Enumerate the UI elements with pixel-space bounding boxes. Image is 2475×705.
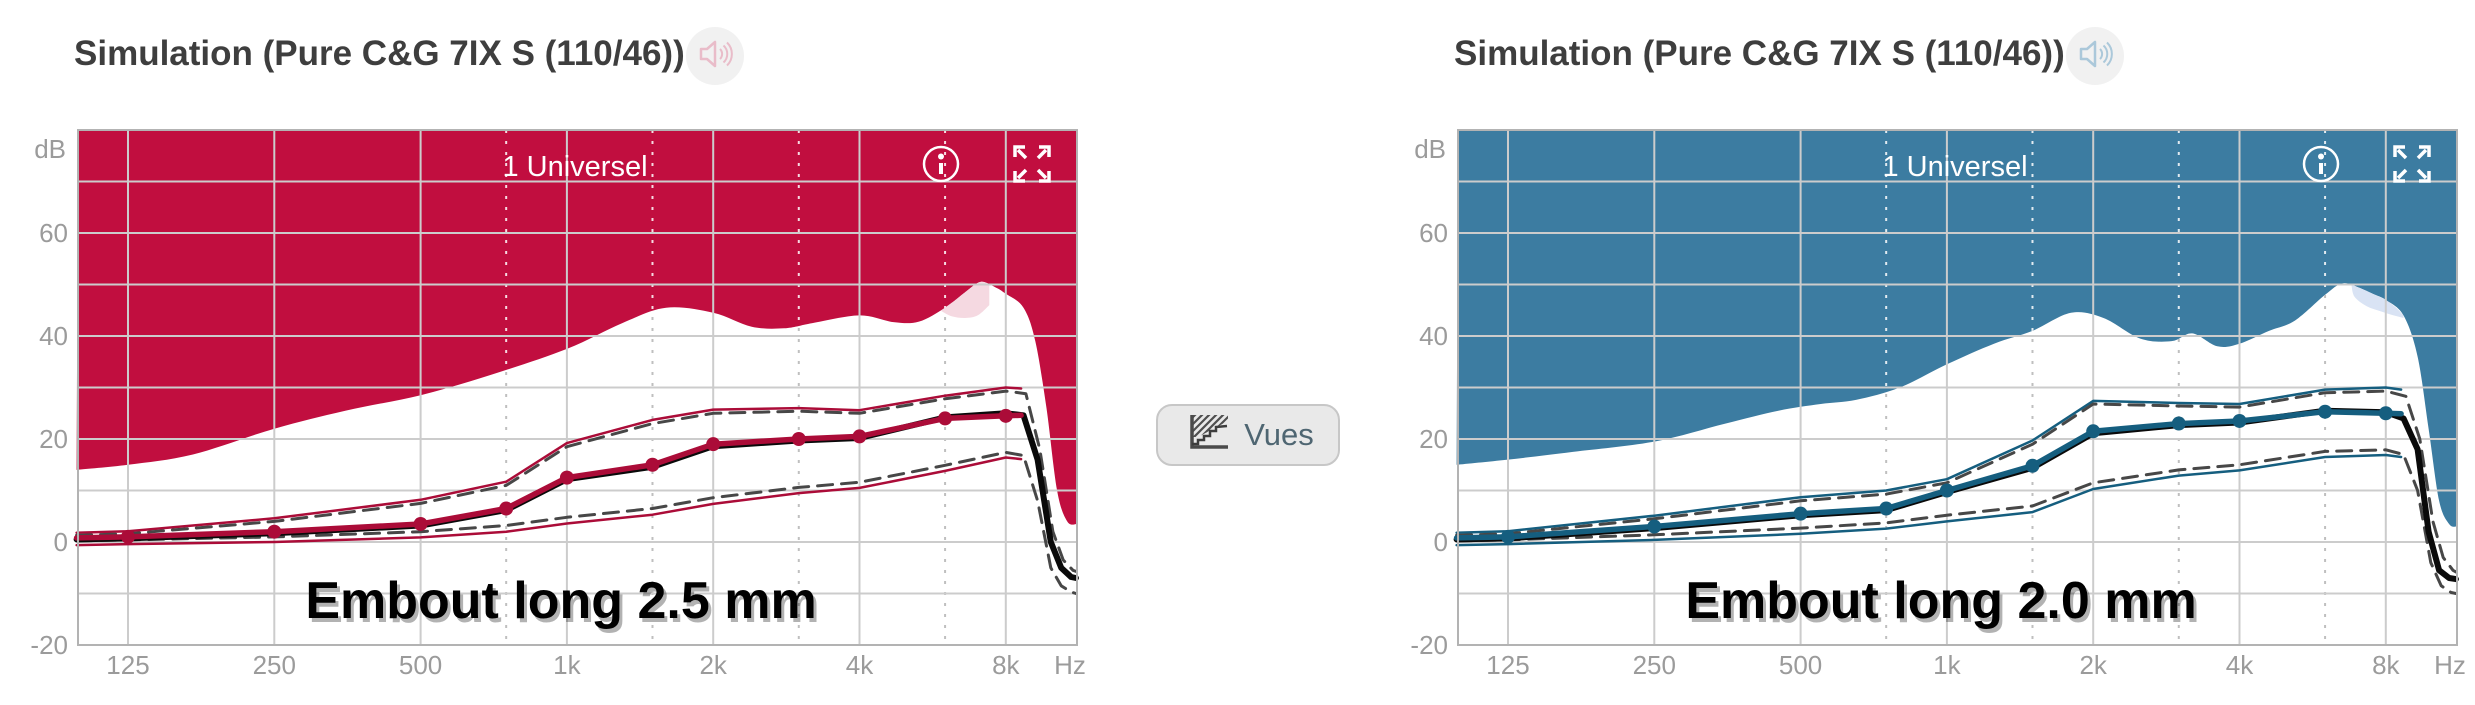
speaker-icon bbox=[2074, 33, 2116, 80]
y-tick-label: 20 bbox=[1419, 424, 1448, 454]
x-tick-label: 8k bbox=[992, 650, 1020, 680]
x-tick-label: 1k bbox=[553, 650, 581, 680]
speaker-icon bbox=[694, 33, 736, 80]
curve-lower-target-dashed bbox=[1455, 448, 2458, 595]
y-tick-label: 40 bbox=[39, 321, 68, 351]
x-tick-label: 125 bbox=[106, 650, 149, 680]
x-tick-label: 500 bbox=[399, 650, 442, 680]
curve-lower-envelope bbox=[75, 456, 1023, 547]
curve-upper-envelope bbox=[75, 386, 1023, 534]
gain-handle-marker[interactable] bbox=[1939, 483, 1954, 498]
simulation-panel-right: Simulation (Pure C&G 7IX S (110/46)) dB 6… bbox=[1380, 0, 2475, 705]
plot-border bbox=[77, 129, 1078, 646]
x-axis-unit-label: Hz bbox=[1054, 650, 1086, 680]
curve-lower-target-dashed bbox=[75, 450, 1078, 595]
gain-chart-left: dB 60 40 20 0 -20 125 250 500 1k 2k 4k 8k Hz 1 Univers… bbox=[30, 129, 1086, 680]
curve-lower-envelope bbox=[1455, 453, 2403, 547]
pale-overlap-patch bbox=[2351, 284, 2404, 318]
play-sound-button[interactable] bbox=[686, 27, 744, 85]
gain-handle-marker[interactable] bbox=[2171, 416, 2186, 431]
views-button[interactable]: Vues bbox=[1156, 404, 1340, 466]
gain-handle-marker[interactable] bbox=[413, 516, 428, 531]
y-tick-label: 60 bbox=[39, 218, 68, 248]
page-title: Simulation (Pure C&G 7IX S (110/46)) bbox=[74, 34, 685, 73]
y-tick-label: -20 bbox=[30, 630, 68, 660]
gain-handle-marker[interactable] bbox=[1501, 529, 1515, 544]
x-tick-label: 2k bbox=[2079, 650, 2107, 680]
gain-handle-marker[interactable] bbox=[1879, 501, 1894, 516]
gain-handle-marker[interactable] bbox=[938, 411, 953, 426]
gain-handle-marker[interactable] bbox=[852, 429, 867, 444]
plot-border bbox=[1457, 129, 2458, 646]
x-tick-label: 8k bbox=[2372, 650, 2400, 680]
gain-handle-marker[interactable] bbox=[2086, 424, 2101, 439]
gain-handle-marker[interactable] bbox=[2025, 458, 2040, 473]
y-axis-unit-label: dB bbox=[1414, 134, 1446, 164]
gain-handle-marker[interactable] bbox=[1793, 506, 1808, 521]
x-axis-unit-label: Hz bbox=[2434, 650, 2466, 680]
curve-upper-target-dashed bbox=[75, 389, 1078, 573]
output-area bbox=[1456, 130, 2457, 527]
x-tick-label: 2k bbox=[699, 650, 727, 680]
gain-handle-marker[interactable] bbox=[559, 470, 574, 485]
gain-handle-marker[interactable] bbox=[998, 408, 1013, 423]
views-button-label: Vues bbox=[1244, 417, 1314, 452]
gain-handle-marker[interactable] bbox=[2318, 404, 2333, 419]
simulation-view-icon bbox=[1182, 413, 1230, 458]
y-tick-label: 60 bbox=[1419, 218, 1448, 248]
y-tick-label: 0 bbox=[54, 527, 68, 557]
curve-upper-target-dashed bbox=[1455, 389, 2458, 574]
x-tick-label: 500 bbox=[1779, 650, 1822, 680]
curve-upper-envelope bbox=[1455, 386, 2403, 534]
gain-handle-marker[interactable] bbox=[121, 529, 135, 544]
y-tick-label: 0 bbox=[1434, 527, 1448, 557]
info-icon[interactable] bbox=[2302, 145, 2340, 183]
x-tick-label: 1k bbox=[1933, 650, 1961, 680]
svg-text:Embout long 2.0 mm: Embout long 2.0 mm bbox=[1688, 576, 2199, 634]
simulation-panel-left: Simulation (Pure C&G 7IX S (110/46)) dB 6… bbox=[0, 0, 1100, 705]
output-area bbox=[76, 130, 1078, 525]
expand-icon[interactable] bbox=[1013, 145, 1051, 183]
x-tick-label: 4k bbox=[2226, 650, 2254, 680]
gain-handle-marker[interactable] bbox=[706, 437, 721, 452]
gain-handle-marker[interactable] bbox=[645, 457, 660, 472]
expand-icon[interactable] bbox=[2393, 145, 2431, 183]
y-tick-label: 20 bbox=[39, 424, 68, 454]
annotation-label: Embout long 2.5 mm bbox=[305, 572, 816, 630]
x-tick-label: 4k bbox=[846, 650, 874, 680]
gain-handle-marker[interactable] bbox=[1647, 519, 1662, 534]
y-axis-unit-label: dB bbox=[34, 134, 66, 164]
y-tick-label: 40 bbox=[1419, 321, 1448, 351]
svg-text:Embout long 2.5 mm: Embout long 2.5 mm bbox=[308, 576, 819, 634]
pale-overlap-patch bbox=[941, 281, 990, 319]
page-title: Simulation (Pure C&G 7IX S (110/46)) bbox=[1454, 34, 2065, 73]
program-label: 1 Universel bbox=[1882, 151, 2027, 183]
gain-handle-marker[interactable] bbox=[791, 432, 806, 446]
gain-handle-marker[interactable] bbox=[267, 524, 282, 539]
y-tick-label: -20 bbox=[1410, 630, 1448, 660]
x-tick-label: 125 bbox=[1486, 650, 1529, 680]
gain-handle-marker[interactable] bbox=[2378, 406, 2393, 421]
play-sound-button[interactable] bbox=[2066, 27, 2124, 85]
program-label: 1 Universel bbox=[502, 151, 647, 183]
gain-handle-marker[interactable] bbox=[2232, 413, 2247, 428]
info-icon[interactable] bbox=[922, 145, 960, 183]
x-tick-label: 250 bbox=[253, 650, 296, 680]
x-tick-label: 250 bbox=[1633, 650, 1676, 680]
annotation-label: Embout long 2.0 mm bbox=[1685, 572, 2196, 630]
gain-handle-marker[interactable] bbox=[499, 501, 514, 516]
gain-chart-right: dB 60 40 20 0 -20 125 250 500 1k 2k 4k 8k Hz 1 Univers… bbox=[1410, 129, 2466, 680]
